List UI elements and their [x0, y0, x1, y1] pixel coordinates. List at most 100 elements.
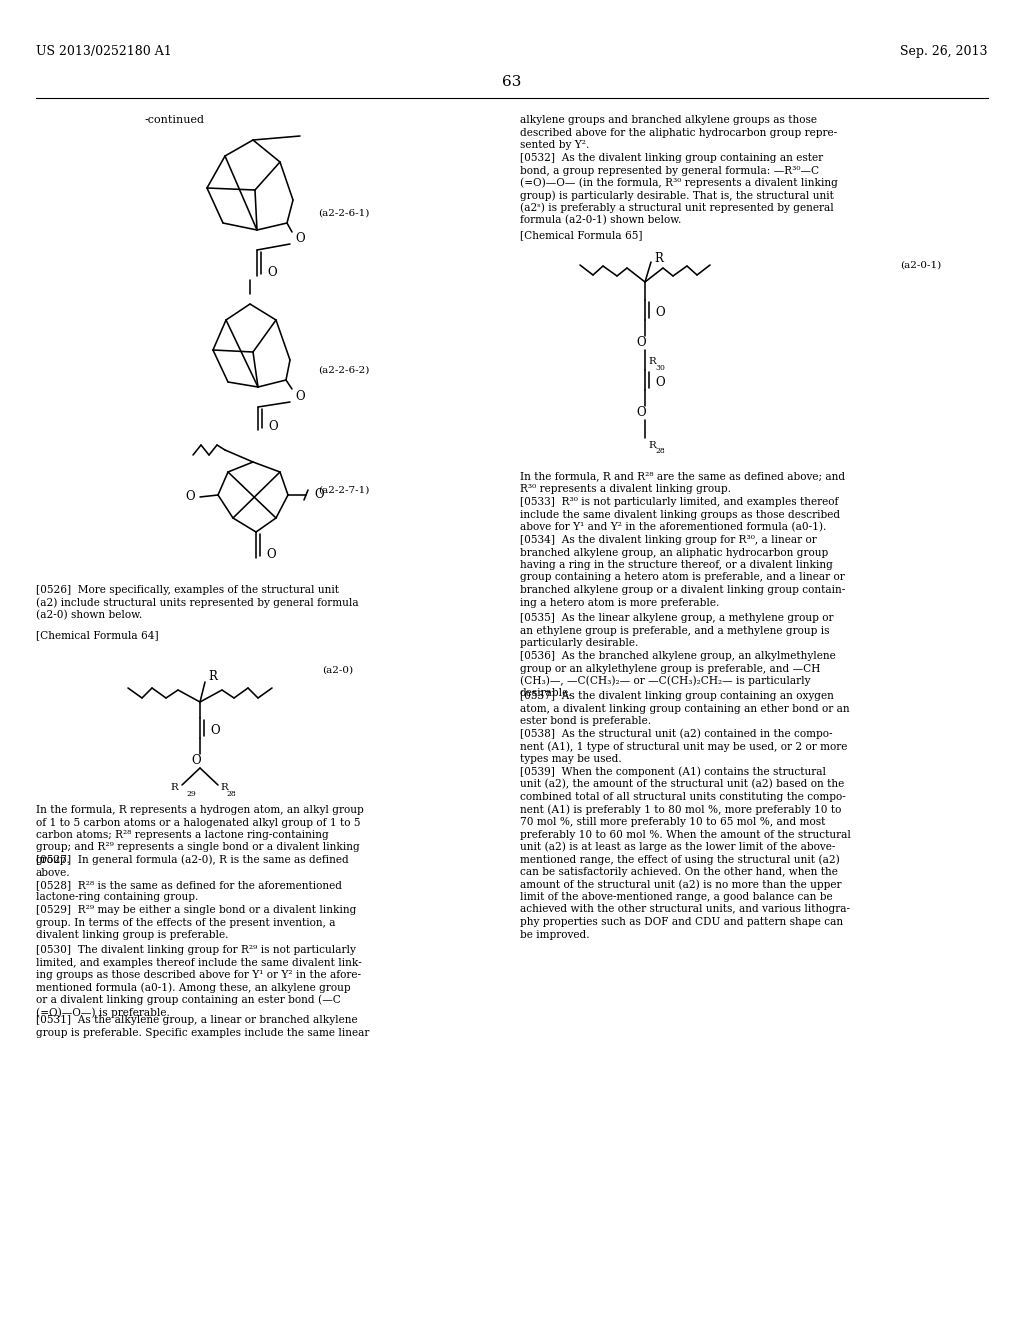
Text: 70 mol %, still more preferably 10 to 65 mol %, and most: 70 mol %, still more preferably 10 to 65… — [520, 817, 825, 828]
Text: an ethylene group is preferable, and a methylene group is: an ethylene group is preferable, and a m… — [520, 626, 829, 635]
Text: (CH₃)—, —C(CH₃)₂— or —C(CH₃)₂CH₂— is particularly: (CH₃)—, —C(CH₃)₂— or —C(CH₃)₂CH₂— is par… — [520, 676, 811, 686]
Text: In the formula, R represents a hydrogen atom, an alkyl group: In the formula, R represents a hydrogen … — [36, 805, 364, 814]
Text: R: R — [648, 441, 655, 450]
Text: [0532]  As the divalent linking group containing an ester: [0532] As the divalent linking group con… — [520, 153, 823, 162]
Text: preferably 10 to 60 mol %. When the amount of the structural: preferably 10 to 60 mol %. When the amou… — [520, 829, 851, 840]
Text: mentioned formula (a0-1). Among these, an alkylene group: mentioned formula (a0-1). Among these, a… — [36, 982, 350, 993]
Text: O: O — [636, 335, 646, 348]
Text: can be satisfactorily achieved. On the other hand, when the: can be satisfactorily achieved. On the o… — [520, 867, 838, 876]
Text: limit of the above-mentioned range, a good balance can be: limit of the above-mentioned range, a go… — [520, 892, 833, 902]
Text: [Chemical Formula 65]: [Chemical Formula 65] — [520, 230, 642, 240]
Text: 28: 28 — [655, 447, 665, 455]
Text: group) is particularly desirable. That is, the structural unit: group) is particularly desirable. That i… — [520, 190, 834, 201]
Text: group is preferable. Specific examples include the same linear: group is preferable. Specific examples i… — [36, 1027, 370, 1038]
Text: [0531]  As the alkylene group, a linear or branched alkylene: [0531] As the alkylene group, a linear o… — [36, 1015, 357, 1026]
Text: O: O — [210, 723, 219, 737]
Text: branched alkylene group, an aliphatic hydrocarbon group: branched alkylene group, an aliphatic hy… — [520, 548, 828, 557]
Text: [0527]  In general formula (a2-0), R is the same as defined: [0527] In general formula (a2-0), R is t… — [36, 855, 349, 866]
Text: (=O)—O—) is preferable.: (=O)—O—) is preferable. — [36, 1007, 170, 1018]
Text: O: O — [191, 754, 201, 767]
Text: O: O — [268, 420, 278, 433]
Text: limited, and examples thereof include the same divalent link-: limited, and examples thereof include th… — [36, 957, 361, 968]
Text: sented by Y².: sented by Y². — [520, 140, 590, 150]
Text: [0539]  When the component (A1) contains the structural: [0539] When the component (A1) contains … — [520, 767, 826, 777]
Text: [0537]  As the divalent linking group containing an oxygen: [0537] As the divalent linking group con… — [520, 690, 834, 701]
Text: divalent linking group is preferable.: divalent linking group is preferable. — [36, 931, 228, 940]
Text: nent (A1), 1 type of structural unit may be used, or 2 or more: nent (A1), 1 type of structural unit may… — [520, 742, 848, 752]
Text: bond, a group represented by general formula: —R³⁰—C: bond, a group represented by general for… — [520, 165, 819, 176]
Text: unit (a2), the amount of the structural unit (a2) based on the: unit (a2), the amount of the structural … — [520, 779, 844, 789]
Text: alkylene groups and branched alkylene groups as those: alkylene groups and branched alkylene gr… — [520, 115, 817, 125]
Text: types may be used.: types may be used. — [520, 754, 622, 764]
Text: particularly desirable.: particularly desirable. — [520, 638, 638, 648]
Text: of 1 to 5 carbon atoms or a halogenated alkyl group of 1 to 5: of 1 to 5 carbon atoms or a halogenated … — [36, 817, 360, 828]
Text: R: R — [220, 784, 227, 792]
Text: [0529]  R²⁹ may be either a single bond or a divalent linking: [0529] R²⁹ may be either a single bond o… — [36, 906, 356, 915]
Text: O: O — [655, 375, 665, 388]
Text: [0533]  R³⁰ is not particularly limited, and examples thereof: [0533] R³⁰ is not particularly limited, … — [520, 498, 839, 507]
Text: combined total of all structural units constituting the compo-: combined total of all structural units c… — [520, 792, 846, 803]
Text: above for Y¹ and Y² in the aforementioned formula (a0-1).: above for Y¹ and Y² in the aforementione… — [520, 521, 826, 532]
Text: [0536]  As the branched alkylene group, an alkylmethylene: [0536] As the branched alkylene group, a… — [520, 651, 836, 661]
Text: [Chemical Formula 64]: [Chemical Formula 64] — [36, 630, 159, 640]
Text: [0534]  As the divalent linking group for R³⁰, a linear or: [0534] As the divalent linking group for… — [520, 535, 817, 545]
Text: [0528]  R²⁸ is the same as defined for the aforementioned: [0528] R²⁸ is the same as defined for th… — [36, 880, 342, 890]
Text: mentioned range, the effect of using the structural unit (a2): mentioned range, the effect of using the… — [520, 854, 840, 865]
Text: include the same divalent linking groups as those described: include the same divalent linking groups… — [520, 510, 840, 520]
Text: (a2-0) shown below.: (a2-0) shown below. — [36, 610, 142, 620]
Text: group.: group. — [36, 855, 71, 865]
Text: group. In terms of the effects of the present invention, a: group. In terms of the effects of the pr… — [36, 917, 336, 928]
Text: formula (a2-0-1) shown below.: formula (a2-0-1) shown below. — [520, 215, 681, 226]
Text: R: R — [648, 358, 655, 367]
Text: unit (a2) is at least as large as the lower limit of the above-: unit (a2) is at least as large as the lo… — [520, 842, 836, 853]
Text: (=O)—O— (in the formula, R³⁰ represents a divalent linking: (=O)—O— (in the formula, R³⁰ represents … — [520, 178, 838, 189]
Text: described above for the aliphatic hydrocarbon group repre-: described above for the aliphatic hydroc… — [520, 128, 838, 137]
Text: [0530]  The divalent linking group for R²⁹ is not particularly: [0530] The divalent linking group for R²… — [36, 945, 356, 954]
Text: branched alkylene group or a divalent linking group contain-: branched alkylene group or a divalent li… — [520, 585, 845, 595]
Text: ing groups as those described above for Y¹ or Y² in the afore-: ing groups as those described above for … — [36, 970, 361, 979]
Text: carbon atoms; R²⁸ represents a lactone ring-containing: carbon atoms; R²⁸ represents a lactone r… — [36, 830, 329, 840]
Text: In the formula, R and R²⁸ are the same as defined above; and: In the formula, R and R²⁸ are the same a… — [520, 471, 845, 480]
Text: R: R — [170, 784, 178, 792]
Text: lactone-ring containing group.: lactone-ring containing group. — [36, 892, 199, 903]
Text: [0535]  As the linear alkylene group, a methylene group or: [0535] As the linear alkylene group, a m… — [520, 612, 834, 623]
Text: -continued: -continued — [145, 115, 205, 125]
Text: R: R — [654, 252, 663, 264]
Text: O: O — [267, 265, 276, 279]
Text: Sep. 26, 2013: Sep. 26, 2013 — [900, 45, 988, 58]
Text: 29: 29 — [186, 789, 196, 799]
Text: group; and R²⁹ represents a single bond or a divalent linking: group; and R²⁹ represents a single bond … — [36, 842, 359, 853]
Text: (a2-0-1): (a2-0-1) — [900, 260, 941, 269]
Text: O: O — [636, 405, 646, 418]
Text: or a divalent linking group containing an ester bond (—C: or a divalent linking group containing a… — [36, 995, 341, 1006]
Text: ing a hetero atom is more preferable.: ing a hetero atom is more preferable. — [520, 598, 720, 607]
Text: above.: above. — [36, 867, 71, 878]
Text: R: R — [208, 671, 217, 684]
Text: (a2) include structural units represented by general formula: (a2) include structural units represente… — [36, 597, 358, 607]
Text: achieved with the other structural units, and various lithogra-: achieved with the other structural units… — [520, 904, 850, 915]
Text: desirable.: desirable. — [520, 689, 572, 698]
Text: O: O — [314, 488, 324, 502]
Text: [0526]  More specifically, examples of the structural unit: [0526] More specifically, examples of th… — [36, 585, 339, 595]
Text: [0538]  As the structural unit (a2) contained in the compo-: [0538] As the structural unit (a2) conta… — [520, 729, 833, 739]
Text: phy properties such as DOF and CDU and pattern shape can: phy properties such as DOF and CDU and p… — [520, 917, 843, 927]
Text: atom, a divalent linking group containing an ether bond or an: atom, a divalent linking group containin… — [520, 704, 850, 714]
Text: O: O — [655, 305, 665, 318]
Text: (a2-2-6-2): (a2-2-6-2) — [318, 366, 370, 375]
Text: (a2ˢ) is preferably a structural unit represented by general: (a2ˢ) is preferably a structural unit re… — [520, 203, 834, 214]
Text: O: O — [266, 548, 275, 561]
Text: (a2-2-7-1): (a2-2-7-1) — [318, 486, 370, 495]
Text: amount of the structural unit (a2) is no more than the upper: amount of the structural unit (a2) is no… — [520, 879, 842, 890]
Text: 63: 63 — [503, 75, 521, 88]
Text: nent (A1) is preferably 1 to 80 mol %, more preferably 10 to: nent (A1) is preferably 1 to 80 mol %, m… — [520, 804, 842, 814]
Text: 30: 30 — [655, 364, 665, 372]
Text: O: O — [295, 389, 304, 403]
Text: R³⁰ represents a divalent linking group.: R³⁰ represents a divalent linking group. — [520, 483, 731, 494]
Text: (a2-2-6-1): (a2-2-6-1) — [318, 209, 370, 218]
Text: be improved.: be improved. — [520, 929, 590, 940]
Text: 28: 28 — [226, 789, 236, 799]
Text: O: O — [185, 491, 195, 503]
Text: US 2013/0252180 A1: US 2013/0252180 A1 — [36, 45, 172, 58]
Text: group or an alkylethylene group is preferable, and —CH: group or an alkylethylene group is prefe… — [520, 664, 820, 673]
Text: having a ring in the structure thereof, or a divalent linking: having a ring in the structure thereof, … — [520, 560, 833, 570]
